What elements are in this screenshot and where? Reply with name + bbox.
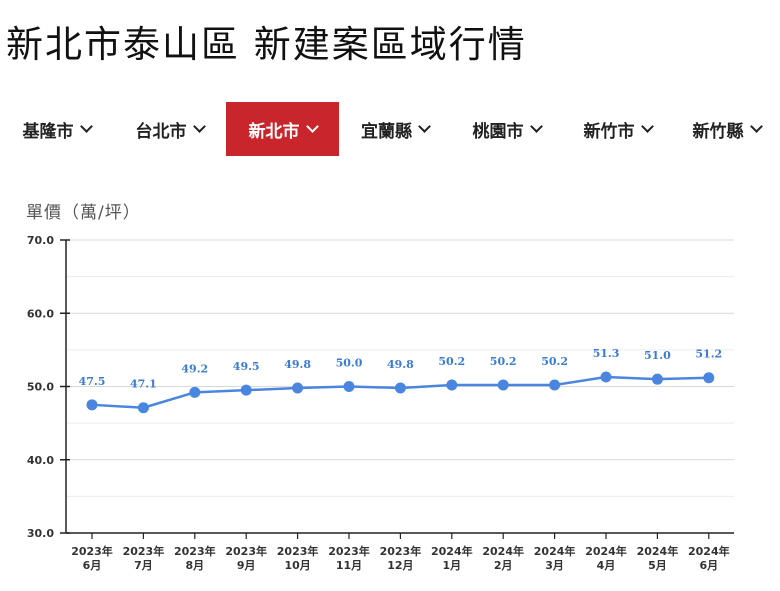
x-tick-label-month: 5月 [648,559,667,572]
data-point [343,381,355,392]
x-tick-label-month: 6月 [83,559,102,572]
data-label: 50.2 [438,355,465,368]
data-point [394,382,406,394]
data-point [600,371,612,383]
y-tick-label: 50.0 [27,381,54,394]
data-label: 50.2 [541,355,568,368]
x-tick-label-month: 6月 [699,559,718,572]
y-tick-label: 30.0 [27,527,54,540]
tab-label: 新竹縣 [692,121,744,142]
y-tick-label: 40.0 [27,454,54,467]
data-label: 49.5 [233,360,260,373]
x-tick-label-year: 2023年 [380,544,422,558]
chevron-down-icon [418,120,431,133]
x-tick-label-month: 3月 [545,559,564,572]
x-tick-label-year: 2024年 [688,544,730,558]
tab-hsinchu-city[interactable]: 新竹市 [562,102,673,156]
tab-yilan[interactable]: 宜蘭縣 [339,102,451,156]
tab-label: 宜蘭縣 [361,121,412,142]
data-label: 51.3 [593,347,620,360]
data-label: 47.5 [79,375,106,388]
data-label: 51.0 [644,349,671,362]
data-point [446,379,458,391]
data-point [549,379,561,391]
x-tick-label-year: 2023年 [328,544,370,558]
x-tick-label-year: 2024年 [534,544,576,558]
tab-label: 台北市 [135,121,187,142]
x-tick-label-year: 2023年 [174,544,216,558]
chevron-down-icon [192,120,206,133]
data-label: 50.0 [336,357,363,370]
data-label: 47.1 [130,378,157,391]
data-point [86,399,98,411]
data-label: 49.8 [387,358,414,371]
tab-label: 基隆市 [22,121,74,142]
x-tick-label-year: 2024年 [585,544,627,558]
x-tick-label-month: 9月 [237,559,256,572]
x-tick-label-month: 1月 [442,559,461,572]
page-title: 新北市泰山區 新建案區域行情 [6,23,527,66]
x-tick-label-year: 2023年 [71,544,113,558]
tab-label: 新北市 [248,121,300,142]
y-tick-label: 60.0 [27,307,54,320]
data-label: 51.2 [695,348,722,361]
x-tick-label-month: 10月 [284,559,310,572]
city-tabs: 基隆市 台北市 新北市 宜蘭縣 桃園市 新竹市 新竹縣 [0,102,780,156]
tab-hsinchu-county[interactable]: 新竹縣 [673,102,780,156]
data-point [292,382,304,394]
y-axis-label: 單價（萬/坪） [26,203,141,223]
data-label: 49.8 [284,358,311,371]
data-point [137,402,149,414]
x-tick-label-year: 2024年 [637,544,679,558]
tab-keelung[interactable]: 基隆市 [0,102,113,156]
tab-new-taipei[interactable]: 新北市 [226,102,339,156]
tab-taoyuan[interactable]: 桃園市 [451,102,562,156]
data-label: 49.2 [181,362,208,375]
chevron-down-icon [79,120,93,133]
x-tick-label-year: 2023年 [277,544,319,558]
data-label: 50.2 [490,355,517,368]
x-tick-label-month: 4月 [597,559,616,572]
data-point [189,386,201,398]
chevron-down-icon [749,120,763,133]
tab-label: 桃園市 [472,121,524,142]
x-tick-label-month: 8月 [185,559,204,572]
x-tick-label-month: 11月 [336,559,362,572]
tab-label: 新竹市 [583,121,635,142]
x-tick-label-year: 2024年 [431,544,473,558]
x-tick-label-year: 2024年 [482,544,524,558]
data-point [703,372,715,384]
chevron-down-icon [305,120,319,133]
x-tick-label-month: 2月 [494,559,513,572]
x-tick-label-month: 12月 [387,559,413,572]
y-tick-label: 70.0 [27,234,54,247]
price-line-chart: 30.040.050.060.070.02023年6月2023年7月2023年8… [27,234,734,572]
x-tick-label-month: 7月 [134,559,153,572]
data-point [497,379,509,391]
tab-taipei[interactable]: 台北市 [113,102,226,156]
data-point [651,373,663,385]
x-tick-label-year: 2023年 [225,544,267,558]
x-tick-label-year: 2023年 [123,544,165,558]
chevron-down-icon [640,120,654,133]
data-point [240,384,252,396]
chevron-down-icon [529,120,543,133]
